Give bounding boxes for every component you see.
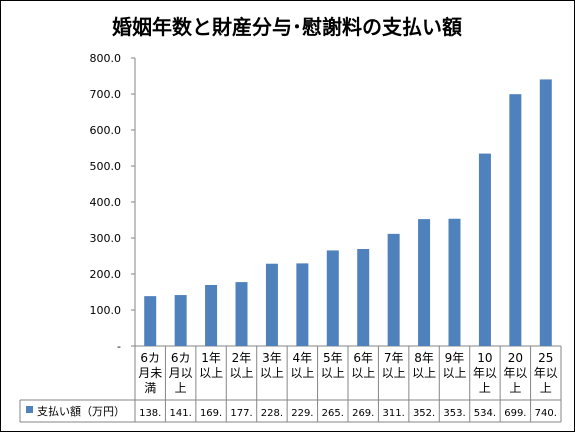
x-tick-label: 7年以上 [382,351,406,380]
data-table-value: 265. [322,408,344,419]
bars [144,79,552,347]
x-tick-label: 6年以上 [351,351,375,380]
y-tick-label: 600.0 [90,124,122,137]
y-tick-label: 300.0 [90,232,122,245]
bar [296,263,309,346]
data-table-value: 228. [261,408,283,419]
bar [265,263,278,346]
bar [326,250,339,346]
x-tick-label: 1年以上 [199,351,223,380]
y-tick-label: 100.0 [90,304,122,317]
data-table-value: 169. [200,408,222,419]
x-tick-label: 9年以上 [442,351,466,380]
x-tick-label: 6カ月未満 [138,351,162,395]
data-table-value: 269. [352,408,374,419]
bar [205,284,218,346]
bar [144,296,157,346]
legend-swatch [26,406,33,413]
data-table-value: 353. [443,408,465,419]
data-table-value: 138. [139,408,161,419]
bar [174,295,187,346]
legend-label: 支払い額（万円） [37,404,125,418]
bar [357,248,370,346]
x-tick-label: 8年以上 [412,351,436,380]
x-tick-label: 10 年以上 [473,351,497,395]
bar [478,153,491,346]
data-table-value: 311. [383,408,405,419]
data-table-value: 141. [170,408,192,419]
data-table-value: 534. [474,408,496,419]
data-table-value: 352. [413,408,435,419]
bar [387,233,400,346]
bar [509,94,522,347]
x-tick-label: 20 年以上 [503,351,527,395]
bar [539,79,552,347]
chart-title: 婚姻年数と財産分与･慰謝料の支払い額 [112,15,462,39]
x-tick-label: 6カ月以上 [169,351,193,395]
y-tick-label: 500.0 [90,160,122,173]
y-tick-label: - [117,340,121,353]
data-table-value: 229. [291,408,313,419]
x-tick-label: 25 年以上 [534,351,558,395]
x-tick-label: 2年以上 [229,351,253,380]
y-tick-label: 200.0 [90,268,122,281]
data-table-value: 177. [230,408,252,419]
data-table-value: 699. [504,408,526,419]
bar [235,282,248,346]
x-tick-label: 3年以上 [260,351,284,380]
data-table: 6カ月未満 138. 6カ月以上 141. 1年以上 169. 2年以上 177. 3年以上 22… [19,346,562,423]
x-tick-label: 5年以上 [321,351,345,380]
y-tick-label: 400.0 [90,196,122,209]
data-table-value: 740. [535,408,557,419]
bar [448,218,461,346]
y-tick-label: 800.0 [90,52,122,65]
y-tick-label: 700.0 [90,88,122,101]
bar [418,219,431,346]
x-tick-label: 4年以上 [290,351,314,380]
